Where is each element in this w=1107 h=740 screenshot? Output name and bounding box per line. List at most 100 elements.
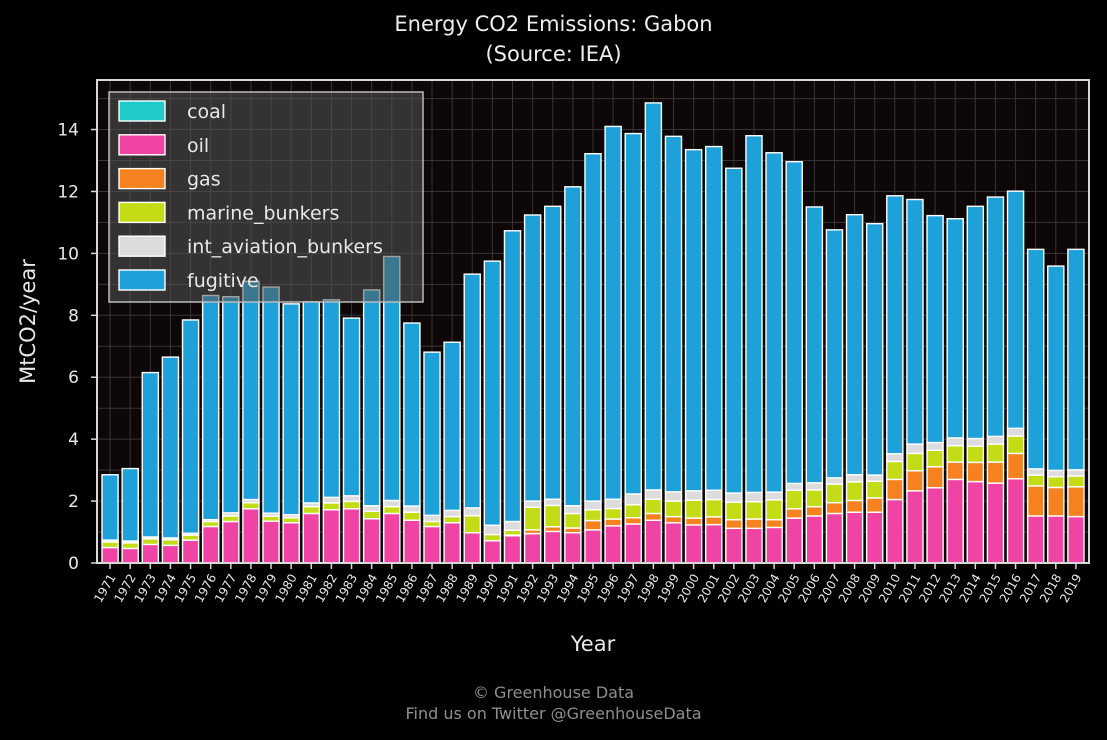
bar-int-aviation-bunkers-1993 — [544, 498, 562, 507]
bar-marine-bunkers-1993 — [544, 504, 562, 528]
bar-marine-bunkers-1981 — [302, 505, 321, 515]
bar-oil-2017 — [1026, 515, 1045, 564]
bar-oil-1997 — [624, 523, 642, 564]
bar-marine-bunkers-1999 — [664, 500, 683, 518]
bar-fugitive-2008 — [845, 213, 864, 476]
bar-marine-bunkers-1997 — [624, 504, 642, 519]
bar-fugitive-2000 — [684, 148, 703, 492]
bar-marine-bunkers-1984 — [362, 510, 381, 520]
bar-fugitive-2017 — [1026, 248, 1045, 470]
legend-swatch-gas — [118, 167, 166, 190]
legend-label-coal: coal — [187, 101, 226, 123]
bar-gas-2008 — [845, 499, 864, 513]
bar-marine-bunkers-2006 — [805, 489, 824, 508]
bar-marine-bunkers-2012 — [926, 449, 944, 468]
bar-oil-1991 — [503, 535, 522, 564]
bar-fugitive-1971 — [101, 474, 119, 541]
chart-subtitle: (Source: IEA) — [485, 42, 622, 66]
bar-marine-bunkers-2014 — [966, 445, 985, 464]
bar-int-aviation-bunkers-2007 — [825, 477, 844, 485]
bar-oil-2014 — [966, 480, 985, 564]
bar-fugitive-1993 — [544, 205, 562, 500]
bar-marine-bunkers-1986 — [403, 511, 421, 521]
bar-gas-2010 — [886, 478, 904, 501]
bar-oil-1983 — [342, 508, 361, 564]
bar-fugitive-1983 — [342, 317, 361, 497]
bar-fugitive-2002 — [725, 167, 743, 494]
bar-marine-bunkers-2000 — [684, 499, 703, 519]
bar-gas-2014 — [966, 461, 985, 483]
bar-oil-2001 — [704, 523, 723, 564]
bar-gas-2012 — [926, 466, 944, 489]
bar-marine-bunkers-1975 — [181, 534, 200, 541]
bar-gas-2006 — [805, 505, 824, 517]
bar-fugitive-1996 — [604, 125, 622, 500]
x-tick-label-2019: 2019 — [1057, 572, 1084, 605]
bar-oil-1980 — [282, 522, 300, 564]
y-tick-label: 10 — [57, 244, 79, 264]
bar-oil-1972 — [121, 547, 139, 564]
bar-fugitive-1992 — [523, 214, 542, 502]
bar-int-aviation-bunkers-2012 — [926, 441, 944, 451]
bar-marine-bunkers-2009 — [865, 480, 884, 499]
bar-fugitive-1982 — [322, 299, 341, 499]
bar-int-aviation-bunkers-2002 — [725, 492, 743, 504]
bar-marine-bunkers-2010 — [886, 460, 904, 481]
bar-fugitive-1979 — [262, 286, 280, 514]
bar-oil-1974 — [161, 544, 180, 564]
bar-fugitive-1973 — [141, 371, 160, 538]
bar-int-aviation-bunkers-1997 — [624, 493, 642, 506]
bar-oil-2016 — [1006, 478, 1025, 564]
bar-gas-2005 — [785, 508, 803, 519]
bar-fugitive-2001 — [704, 145, 723, 491]
bar-marine-bunkers-1992 — [523, 506, 542, 531]
bar-fugitive-2003 — [745, 135, 763, 494]
bar-marine-bunkers-1972 — [121, 542, 139, 550]
bar-oil-1990 — [483, 540, 502, 564]
bar-int-aviation-bunkers-2017 — [1026, 468, 1045, 476]
bar-oil-2008 — [845, 511, 864, 564]
bar-marine-bunkers-1976 — [201, 520, 220, 528]
bar-fugitive-1989 — [463, 273, 482, 509]
legend-swatch-marine-bunkers — [118, 201, 166, 224]
bar-int-aviation-bunkers-1998 — [644, 489, 663, 500]
bar-marine-bunkers-1977 — [222, 515, 240, 523]
y-tick-label: 4 — [68, 430, 79, 450]
bar-marine-bunkers-1996 — [604, 507, 622, 520]
bar-oil-2011 — [906, 490, 924, 564]
bar-gas-1997 — [624, 517, 642, 525]
bar-fugitive-1997 — [624, 132, 642, 495]
y-tick-label: 6 — [68, 368, 79, 388]
bar-gas-2004 — [765, 518, 783, 529]
bar-oil-1998 — [644, 519, 663, 564]
y-tick-label: 14 — [57, 121, 79, 141]
legend-label-gas: gas — [187, 169, 221, 191]
bar-int-aviation-bunkers-2005 — [785, 482, 803, 491]
bar-oil-1994 — [564, 531, 582, 564]
bar-oil-2015 — [986, 482, 1005, 564]
bar-marine-bunkers-1998 — [644, 498, 663, 515]
bar-int-aviation-bunkers-1986 — [403, 505, 421, 513]
bar-marine-bunkers-1983 — [342, 500, 361, 510]
bar-int-aviation-bunkers-2015 — [986, 435, 1005, 445]
bar-int-aviation-bunkers-2016 — [1006, 427, 1025, 437]
bar-oil-1995 — [584, 529, 602, 564]
bar-fugitive-1976 — [201, 294, 220, 521]
bar-int-aviation-bunkers-1988 — [443, 509, 461, 518]
bar-int-aviation-bunkers-1996 — [604, 498, 622, 510]
bar-oil-2010 — [886, 498, 904, 564]
bar-oil-1993 — [544, 530, 562, 564]
bar-fugitive-1974 — [161, 356, 180, 539]
bar-int-aviation-bunkers-2010 — [886, 453, 904, 463]
bar-gas-2001 — [704, 516, 723, 526]
bar-fugitive-2010 — [886, 195, 904, 455]
bar-marine-bunkers-2011 — [906, 452, 924, 472]
bar-fugitive-2019 — [1067, 248, 1085, 471]
bar-fugitive-1975 — [181, 319, 200, 534]
bar-oil-1996 — [604, 525, 622, 564]
bar-oil-1978 — [242, 508, 260, 564]
bar-oil-1988 — [443, 522, 461, 564]
bar-int-aviation-bunkers-1991 — [503, 520, 522, 531]
bar-fugitive-1998 — [644, 102, 663, 491]
bar-gas-1999 — [664, 515, 683, 524]
